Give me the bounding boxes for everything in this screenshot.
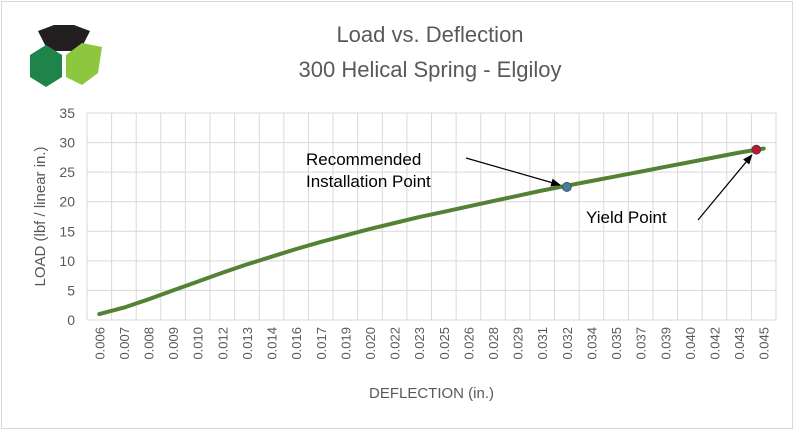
y-tick-label: 35 xyxy=(59,105,75,121)
x-tick-label: 0.020 xyxy=(363,327,378,360)
logo-light-hex xyxy=(66,43,102,85)
x-tick-label: 0.012 xyxy=(215,327,230,360)
x-tick-label: 0.007 xyxy=(117,327,132,360)
x-tick-label: 0.017 xyxy=(314,327,329,360)
chart-title: Load vs. Deflection xyxy=(336,22,524,47)
x-axis-title: DEFLECTION (in.) xyxy=(369,385,494,402)
x-tick-label: 0.023 xyxy=(412,327,427,360)
annotation-label: Yield Point xyxy=(586,208,667,227)
x-tick-label: 0.009 xyxy=(166,327,181,360)
highlight-point xyxy=(751,144,762,155)
y-axis-title: LOAD (lbf / linear in.) xyxy=(32,146,49,286)
x-tick-label: 0.028 xyxy=(486,327,501,360)
x-tick-label: 0.019 xyxy=(338,327,353,360)
y-tick-label: 30 xyxy=(59,135,75,151)
x-tick-label: 0.042 xyxy=(707,327,722,360)
x-tick-label: 0.014 xyxy=(265,327,280,360)
series-line xyxy=(97,146,766,317)
chart-subtitle: 300 Helical Spring - Elgiloy xyxy=(298,57,562,82)
annotation-arrow xyxy=(697,154,753,221)
y-tick-label: 20 xyxy=(59,194,75,210)
x-tick-label: 0.039 xyxy=(658,327,673,360)
y-tick-label: 5 xyxy=(67,282,75,298)
annotation-label: Recommended Installation Point xyxy=(306,150,431,191)
x-tick-label: 0.031 xyxy=(535,327,550,360)
annotation-arrow xyxy=(465,157,562,187)
x-tick-label: 0.035 xyxy=(609,327,624,360)
x-tick-label: 0.037 xyxy=(634,327,649,360)
y-tick-label: 10 xyxy=(59,253,75,269)
x-tick-label: 0.016 xyxy=(289,327,304,360)
y-tick-label: 15 xyxy=(59,223,75,239)
x-tick-label: 0.029 xyxy=(511,327,526,360)
x-tick-label: 0.040 xyxy=(683,327,698,360)
x-tick-label: 0.022 xyxy=(388,327,403,360)
x-tick-label: 0.043 xyxy=(732,327,747,360)
highlight-point xyxy=(561,182,572,192)
x-tick-label: 0.032 xyxy=(560,327,575,360)
x-tick-label: 0.010 xyxy=(191,327,206,360)
y-tick-label: 25 xyxy=(59,164,75,180)
x-tick-label: 0.026 xyxy=(461,327,476,360)
y-tick-label: 0 xyxy=(67,312,75,328)
x-tick-label: 0.013 xyxy=(240,327,255,360)
company-logo xyxy=(30,25,102,87)
logo-dark-hex xyxy=(38,25,90,51)
x-tick-label: 0.025 xyxy=(437,327,452,360)
x-tick-label: 0.008 xyxy=(142,327,157,360)
x-tick-label: 0.045 xyxy=(757,327,772,360)
logo-green-hex xyxy=(30,45,62,87)
x-tick-label: 0.034 xyxy=(584,327,599,360)
x-tick-label: 0.006 xyxy=(92,327,107,360)
